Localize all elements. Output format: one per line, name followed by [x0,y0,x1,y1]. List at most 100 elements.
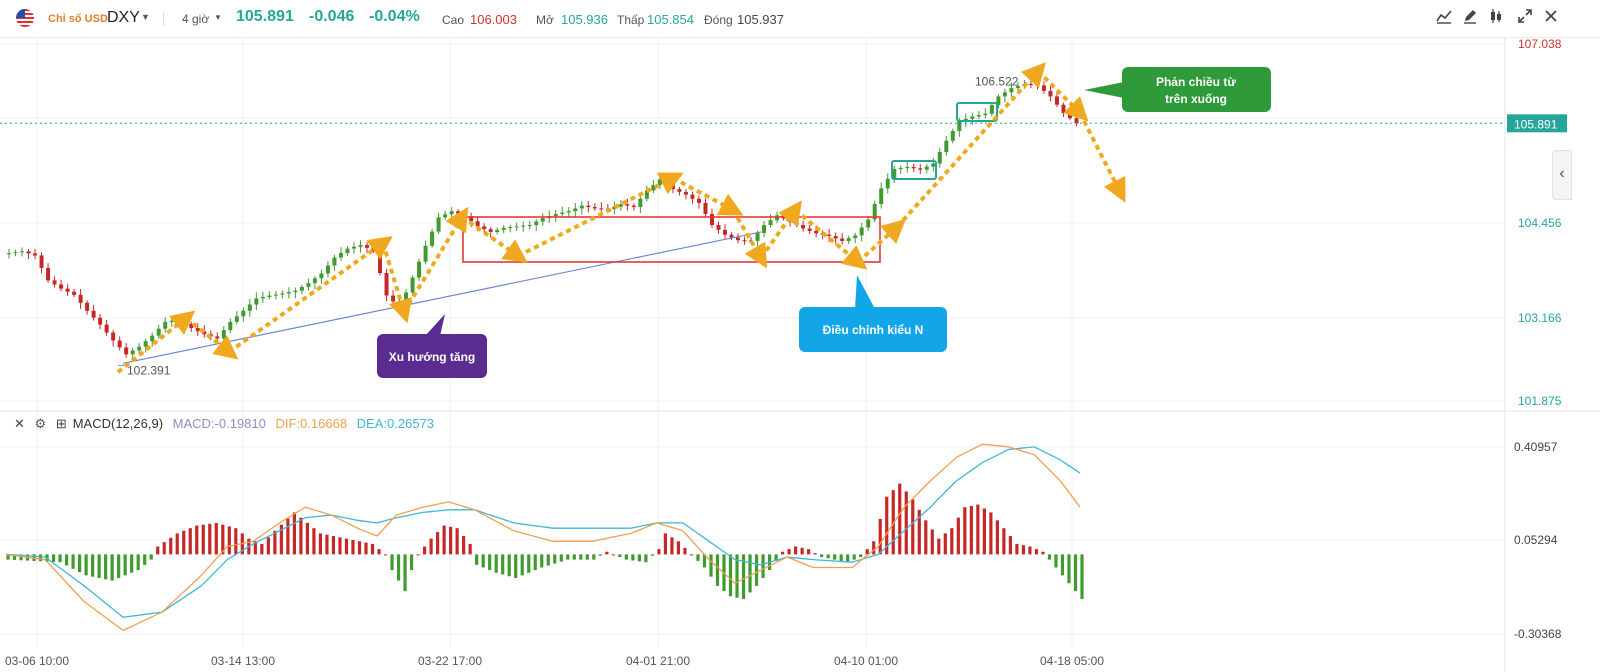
candle-body [937,152,942,164]
candle-body [280,293,285,295]
candle-body [293,290,298,293]
candle-body [46,267,51,281]
candle-body [540,218,545,222]
candle-body [1067,113,1072,119]
draw-pen-icon[interactable] [1459,8,1481,30]
trend-arrow [759,200,802,260]
macd-histogram-bar [605,551,609,555]
macd-histogram-bar [650,554,654,556]
candle-body [736,237,741,241]
candle-body [1035,84,1040,86]
macd-histogram-bar [839,554,843,561]
candle-body [299,286,304,291]
macd-histogram-bar [527,554,531,573]
macd-histogram-bar [982,508,986,555]
macd-histogram-bar [507,554,511,577]
candle-body [1061,104,1066,114]
interval-dropdown-icon[interactable]: ▼ [214,13,222,22]
expand-icon[interactable] [1514,8,1536,30]
macd-histogram-bar [292,512,296,555]
side-panel-toggle-icon[interactable]: ‹ [1552,150,1572,200]
chart-header: Chỉ số USD DXY ▼ 4 giờ ▼ 105.891 -0.046 … [0,0,1600,38]
n-correction-label: Điều chỉnh kiểu N [823,323,924,337]
macd-histogram-bar [481,554,485,568]
macd-histogram-bar [110,554,114,581]
macd-histogram-bar [826,554,830,559]
macd-histogram-bar [260,543,264,555]
candle-body [950,130,955,141]
candle-body [59,284,64,289]
candle-body [970,116,975,119]
macd-histogram-bar [305,522,310,555]
n-correction-badge [799,307,947,352]
candle-body [879,188,884,204]
macd-histogram-bar [774,554,778,561]
macd-histogram-bar [904,491,908,555]
candles-icon[interactable] [1485,8,1507,30]
macd-histogram-bar [676,541,681,555]
macd-histogram-bar [266,537,270,555]
trend-arrow [1036,69,1089,122]
candle-body [163,321,168,329]
macd-histogram-bar [917,509,921,555]
macd-histogram-bar [169,537,173,555]
candle-body [976,115,981,117]
macd-histogram-bar [741,554,746,599]
macd-histogram-bar [585,554,589,560]
macd-histogram-bar [670,537,674,555]
macd-histogram-bar [312,528,316,555]
candle-body [436,217,441,232]
candle-body [156,328,161,336]
candle-body [345,248,350,254]
chart-type-icon[interactable] [1433,8,1455,30]
macd-histogram-bar [377,549,381,555]
candle-body [312,278,317,284]
symbol-dropdown-icon[interactable]: ▼ [141,12,150,22]
macd-histogram-bar [84,554,88,576]
candle-body [111,332,116,341]
time-axis-tick: 04-01 21:00 [626,654,690,668]
macd-value: MACD:-0.19810 [172,416,266,431]
macd-histogram-bar [930,529,934,555]
candle-body [124,347,129,355]
macd-histogram-bar [1067,554,1071,584]
close-icon[interactable] [1540,8,1562,30]
macd-histogram-bar [38,554,43,562]
symbol-ticker[interactable]: DXY [107,9,140,26]
close-label: Đóng [704,13,733,27]
macd-histogram-bar [794,546,798,555]
macd-histogram-bar [123,554,127,576]
indicator-settings-icon[interactable]: ⚙ [34,416,47,431]
interval-selector[interactable]: 4 giờ [182,12,210,26]
trend-arrow [116,310,196,374]
macd-histogram-bar [1034,549,1039,555]
candle-body [827,234,832,237]
candle-body [241,310,246,317]
trend-arrow [460,215,528,263]
last-price: 105.891 [236,8,294,25]
macd-histogram-bar [58,554,62,563]
macd-histogram-bar [488,554,492,571]
candle-body [696,198,701,203]
hide-indicator-icon[interactable]: ✕ [14,416,25,431]
macd-histogram-bar [520,554,524,576]
candle-body [566,211,571,213]
candle-body [423,245,428,262]
macd-histogram-bar [318,533,323,555]
macd-histogram-bar [878,518,882,555]
macd-histogram-bar [546,554,550,566]
macd-histogram-bar [117,554,121,578]
candle-body [1002,92,1007,97]
trend-arrow [856,218,906,264]
macd-histogram-bar [344,538,349,555]
candle-body [91,310,96,318]
high-price-label: 106.522 [975,75,1019,89]
trend-arrow [381,242,412,324]
candle-body [267,295,272,297]
candle-body [885,178,890,189]
symbol-name[interactable]: Chỉ số USD [48,13,108,25]
candle-body [729,234,734,238]
indicator-toggle-icon[interactable]: ⊞ [55,416,67,431]
macd-histogram-bar [6,554,10,560]
